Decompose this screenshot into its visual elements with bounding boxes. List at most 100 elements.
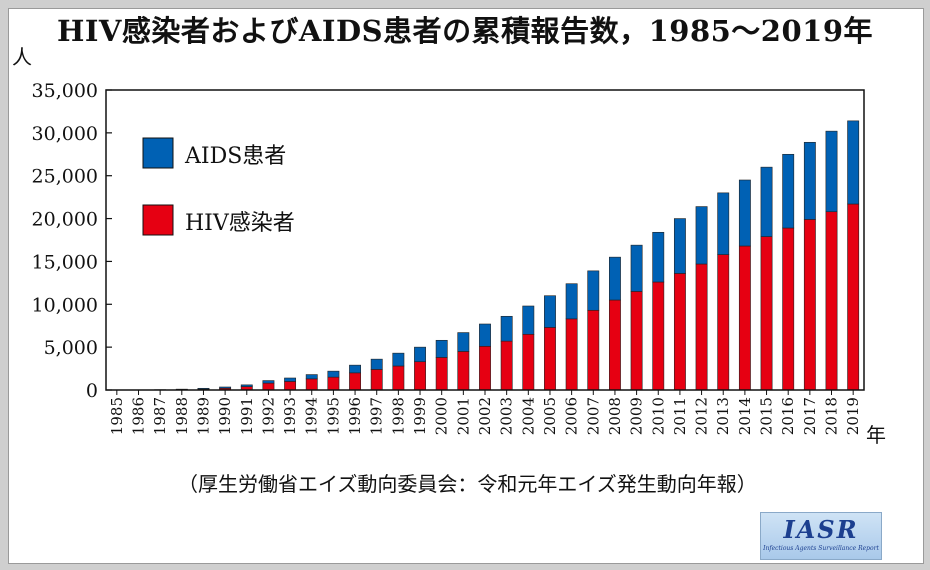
x-tick-label: 1989 [194,397,212,435]
logo-subtext: Infectious Agents Surveillance Report [763,545,879,552]
x-tick-label: 2005 [541,397,559,435]
bar-hiv-2017 [803,219,816,391]
x-tick-label: 2000 [433,397,451,435]
bar-hiv-2000 [435,357,448,391]
bar-hiv-1994 [305,378,318,391]
bar-hiv-2010 [652,281,665,391]
chart-title: HIV感染者およびAIDS患者の累積報告数，1985〜2019年 [56,14,874,48]
bar-aids-2017 [803,141,816,220]
bar-aids-1994 [305,374,318,380]
bar-aids-1991 [240,384,253,387]
x-tick-label: 1999 [411,397,429,435]
y-tick-label: 0 [86,380,98,402]
bar-aids-2000 [435,339,448,358]
bar-hiv-1992 [262,382,275,391]
bar-aids-1993 [284,377,297,382]
legend: AIDS患者 HIV感染者 [142,137,295,236]
x-tick-label: 1992 [259,397,277,435]
bar-aids-2001 [457,332,470,352]
bar-aids-2010 [652,231,665,283]
x-tick-label: 1987 [151,397,169,435]
y-tick-label: 35,000 [32,80,98,102]
bar-aids-1990 [219,386,232,389]
bar-aids-1996 [349,364,361,374]
y-axis: 35,000 30,000 25,000 20,000 15,000 10,000 5,00… [32,80,112,402]
x-tick-label: 1986 [129,397,147,435]
bar-hiv-1993 [284,381,297,391]
bars-group [154,120,860,391]
bar-aids-2016 [782,153,795,229]
x-tick-label: 2001 [454,397,472,435]
bar-aids-1989 [197,387,210,390]
bar-aids-2004 [522,305,535,335]
x-tick-label: 2009 [628,397,646,435]
legend-label-hiv: HIV感染者 [185,211,295,236]
bar-hiv-2011 [673,273,686,391]
x-tick-label: 1991 [238,397,256,435]
bar-hiv-2009 [630,291,643,391]
x-axis-unit: 年 [866,423,886,447]
bar-aids-2008 [609,256,621,301]
bar-hiv-2016 [782,227,795,391]
bar-aids-2009 [630,244,643,292]
bar-aids-1992 [262,380,275,384]
bar-aids-1998 [392,352,405,367]
legend-swatch-aids [142,137,174,169]
y-tick-label: 10,000 [32,294,98,316]
bar-hiv-1995 [327,376,340,391]
bar-aids-1999 [414,346,426,363]
x-tick-label: 2010 [649,397,667,435]
x-tick-label: 2017 [801,397,819,435]
bar-hiv-1998 [392,365,405,391]
iasr-logo: IASR Infectious Agents Surveillance Repo… [760,512,882,560]
x-tick-label: 2007 [584,397,602,435]
bar-hiv-2008 [609,299,621,391]
x-tick-label: 2013 [714,397,732,435]
bar-hiv-2003 [500,340,513,391]
bar-hiv-2015 [760,236,773,391]
bar-aids-2005 [544,295,556,328]
bar-hiv-2013 [717,254,730,391]
y-tick-label: 25,000 [32,166,98,188]
source-note: （厚生労働省エイズ動向委員会：令和元年エイズ発生動向年報） [178,472,757,496]
x-tick-label: 2011 [671,397,689,435]
x-tick-label: 1996 [346,397,364,435]
x-tick-label: 1993 [281,397,299,435]
bar-aids-2006 [565,283,578,320]
bar-hiv-2014 [738,245,751,391]
bar-aids-1997 [370,358,383,370]
y-tick-label: 30,000 [32,123,98,145]
x-tick-label: 2018 [823,397,841,435]
legend-label-aids: AIDS患者 [184,144,286,169]
legend-swatch-hiv [142,204,174,236]
y-tick-label: 5,000 [44,337,98,359]
y-tick-label: 15,000 [32,251,98,273]
x-tick-label: 2016 [779,397,797,435]
bar-aids-2014 [738,179,751,247]
x-tick-label: 2012 [693,397,711,435]
bar-aids-1995 [327,370,340,378]
bar-hiv-2018 [825,211,838,391]
bar-hiv-2012 [695,263,708,391]
plot-frame [105,89,865,391]
bar-hiv-1996 [349,372,361,391]
y-axis-unit: 人 [12,45,32,69]
bar-hiv-2002 [479,345,491,391]
x-tick-label: 2003 [498,397,516,435]
bar-aids-2007 [587,270,600,311]
y-tick-label: 20,000 [32,209,98,231]
x-tick-label: 1985 [108,397,126,435]
x-tick-label: 1998 [389,397,407,435]
bar-hiv-2001 [457,351,470,391]
x-tick-label: 2015 [758,397,776,435]
x-tick-label: 1995 [324,397,342,435]
x-tick-label: 2002 [476,397,494,435]
bar-aids-2003 [500,315,513,342]
bar-hiv-1999 [414,361,426,391]
bar-aids-2011 [673,218,686,274]
bar-aids-2018 [825,130,838,213]
x-tick-label: 2019 [844,397,862,435]
bar-hiv-2007 [587,309,600,391]
x-tick-label: 1988 [173,397,191,435]
